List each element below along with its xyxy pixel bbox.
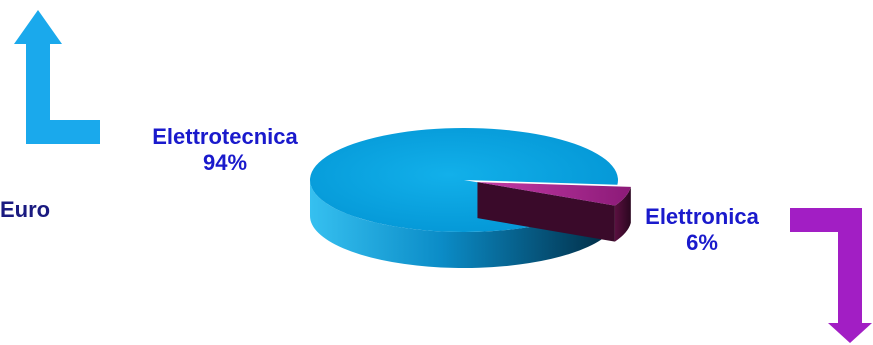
slice-value-label: 6% xyxy=(686,230,718,256)
slice-label-elettronica: Elettronica 6% xyxy=(622,204,782,257)
slice-side-elettrotecnica xyxy=(310,180,602,268)
slice-side-elettronica xyxy=(614,186,631,242)
annotation-euro: Euro xyxy=(0,197,51,222)
slice-label-elettrotecnica: Elettrotecnica 94% xyxy=(120,124,330,177)
slice-face-elettronica xyxy=(477,182,615,242)
slice-category-label: Elettronica xyxy=(645,204,759,229)
bent-arrow-down-icon xyxy=(790,208,872,343)
slice-value-label: 94% xyxy=(202,150,248,176)
bent-arrow-up-icon xyxy=(14,10,100,144)
slice-elettronica xyxy=(477,182,631,206)
slice-category-label: Elettrotecnica xyxy=(152,124,298,149)
